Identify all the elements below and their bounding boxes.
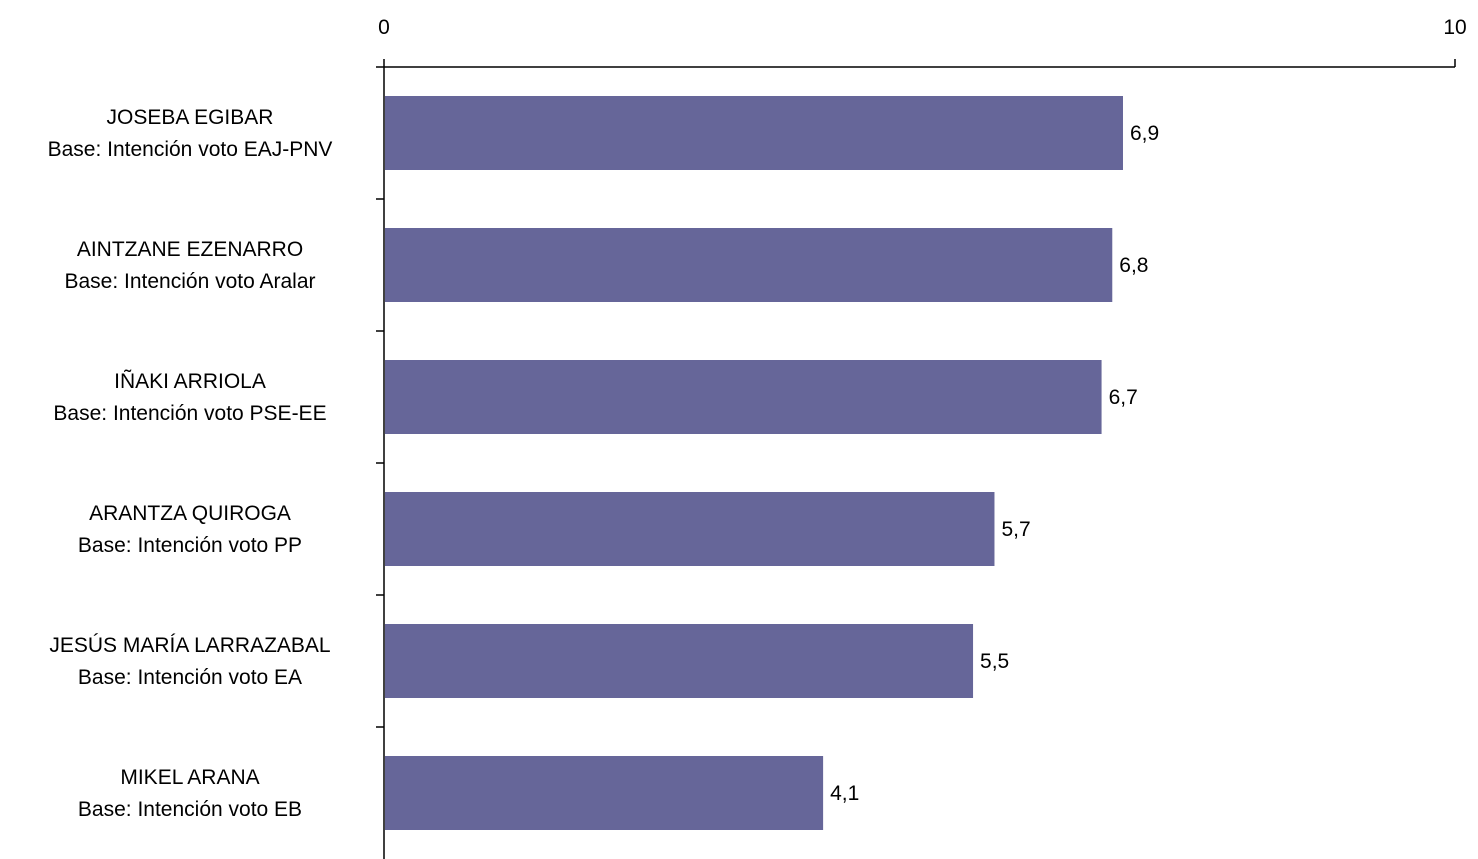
value-label: 6,8 — [1119, 254, 1148, 277]
category-base-label: Base: Intención voto EA — [78, 666, 302, 689]
category-base-label: Base: Intención voto PSE-EE — [53, 402, 326, 425]
x-tick-label: 0 — [378, 16, 390, 39]
value-label: 5,5 — [980, 650, 1009, 673]
bar — [385, 228, 1113, 302]
category-name-label: MIKEL ARANA — [120, 766, 259, 789]
value-label: 4,1 — [830, 782, 859, 805]
category-base-label: Base: Intención voto EB — [78, 798, 302, 821]
bar — [385, 756, 824, 830]
value-label: 5,7 — [1001, 518, 1030, 541]
value-label: 6,7 — [1109, 386, 1138, 409]
category-name-label: AINTZANE EZENARRO — [77, 238, 303, 261]
category-base-label: Base: Intención voto EAJ-PNV — [48, 138, 333, 161]
category-name-label: JOSEBA EGIBAR — [107, 106, 274, 129]
category-base-label: Base: Intención voto Aralar — [65, 270, 316, 293]
bar — [385, 360, 1102, 434]
category-name-label: JESÚS MARÍA LARRAZABAL — [49, 634, 330, 657]
value-label: 6,9 — [1130, 122, 1159, 145]
bar — [385, 624, 974, 698]
category-name-label: ARANTZA QUIROGA — [89, 502, 291, 525]
axis-layer: 0 10 — [376, 16, 1467, 859]
category-base-label: Base: Intención voto PP — [78, 534, 302, 557]
category-name-label: IÑAKI ARRIOLA — [114, 369, 266, 393]
x-tick-label: 10 — [1443, 16, 1466, 39]
bars-layer — [385, 96, 1123, 830]
bar — [385, 96, 1123, 170]
bar — [385, 492, 995, 566]
